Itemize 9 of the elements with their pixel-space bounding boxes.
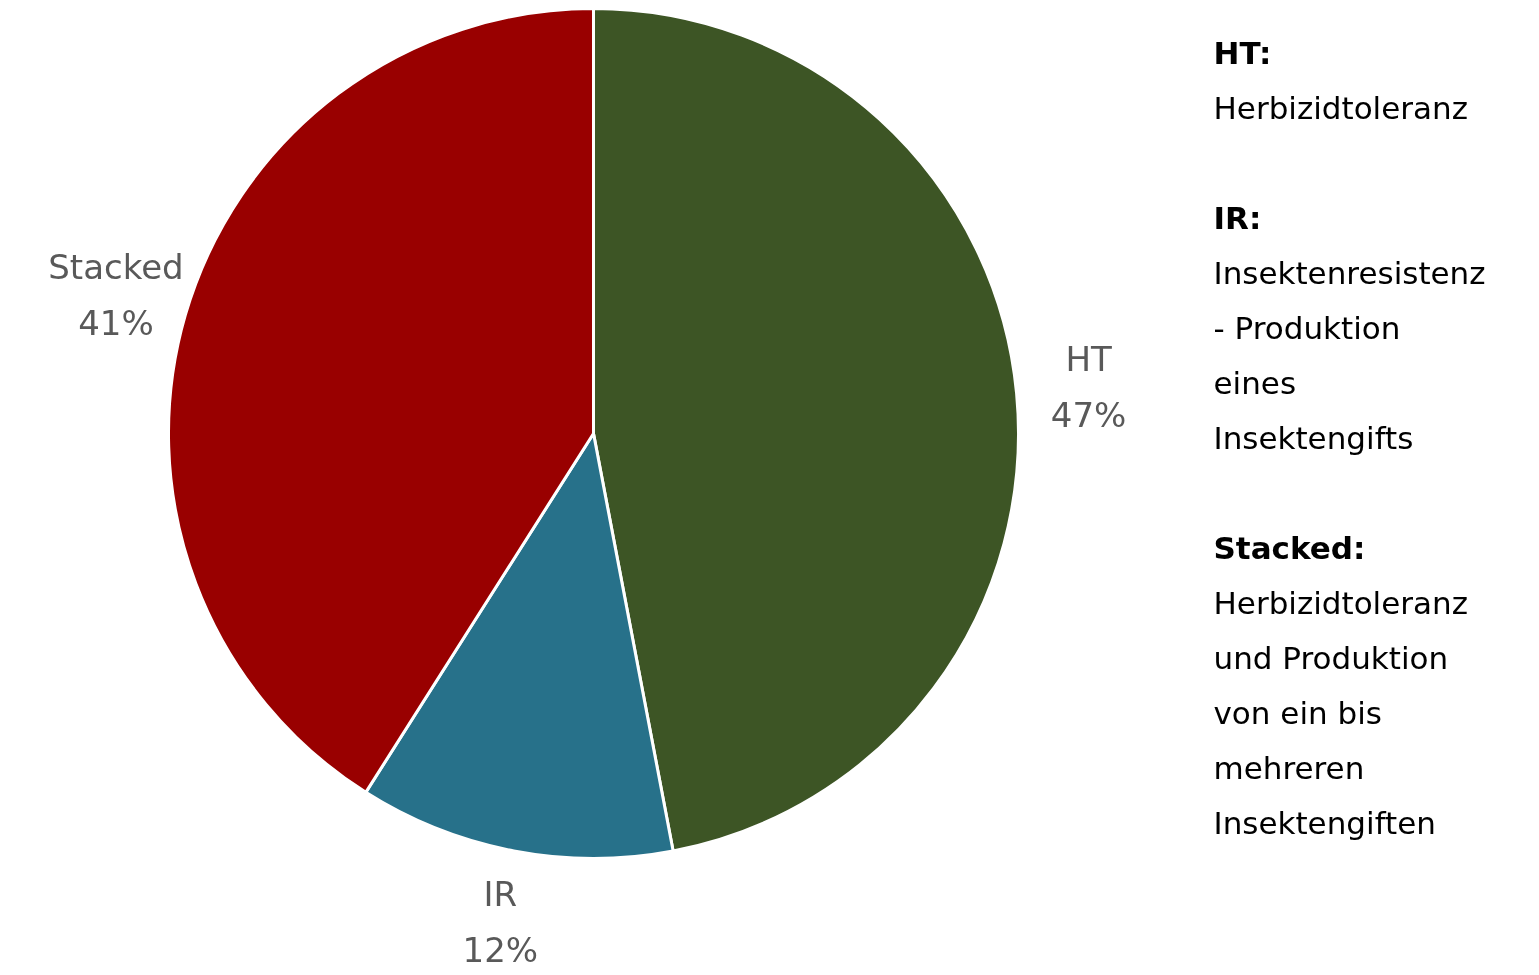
slice-label: HT <box>1065 338 1112 379</box>
slice-label: Stacked <box>48 246 184 287</box>
data-label: 12% <box>462 929 539 970</box>
data-label: 41% <box>78 302 154 343</box>
slice-label: IR <box>483 873 518 914</box>
text: HT: Herbizidtoleranz <box>1213 34 1468 126</box>
text: Stacked: Herbizidtoleranz und Produktion von ein bis mehreren Insektengiften <box>1213 529 1468 841</box>
data-label: 47% <box>1050 394 1127 435</box>
text: IR: Insektenresistenz - Produktion eines Insektengifts <box>1213 199 1486 456</box>
